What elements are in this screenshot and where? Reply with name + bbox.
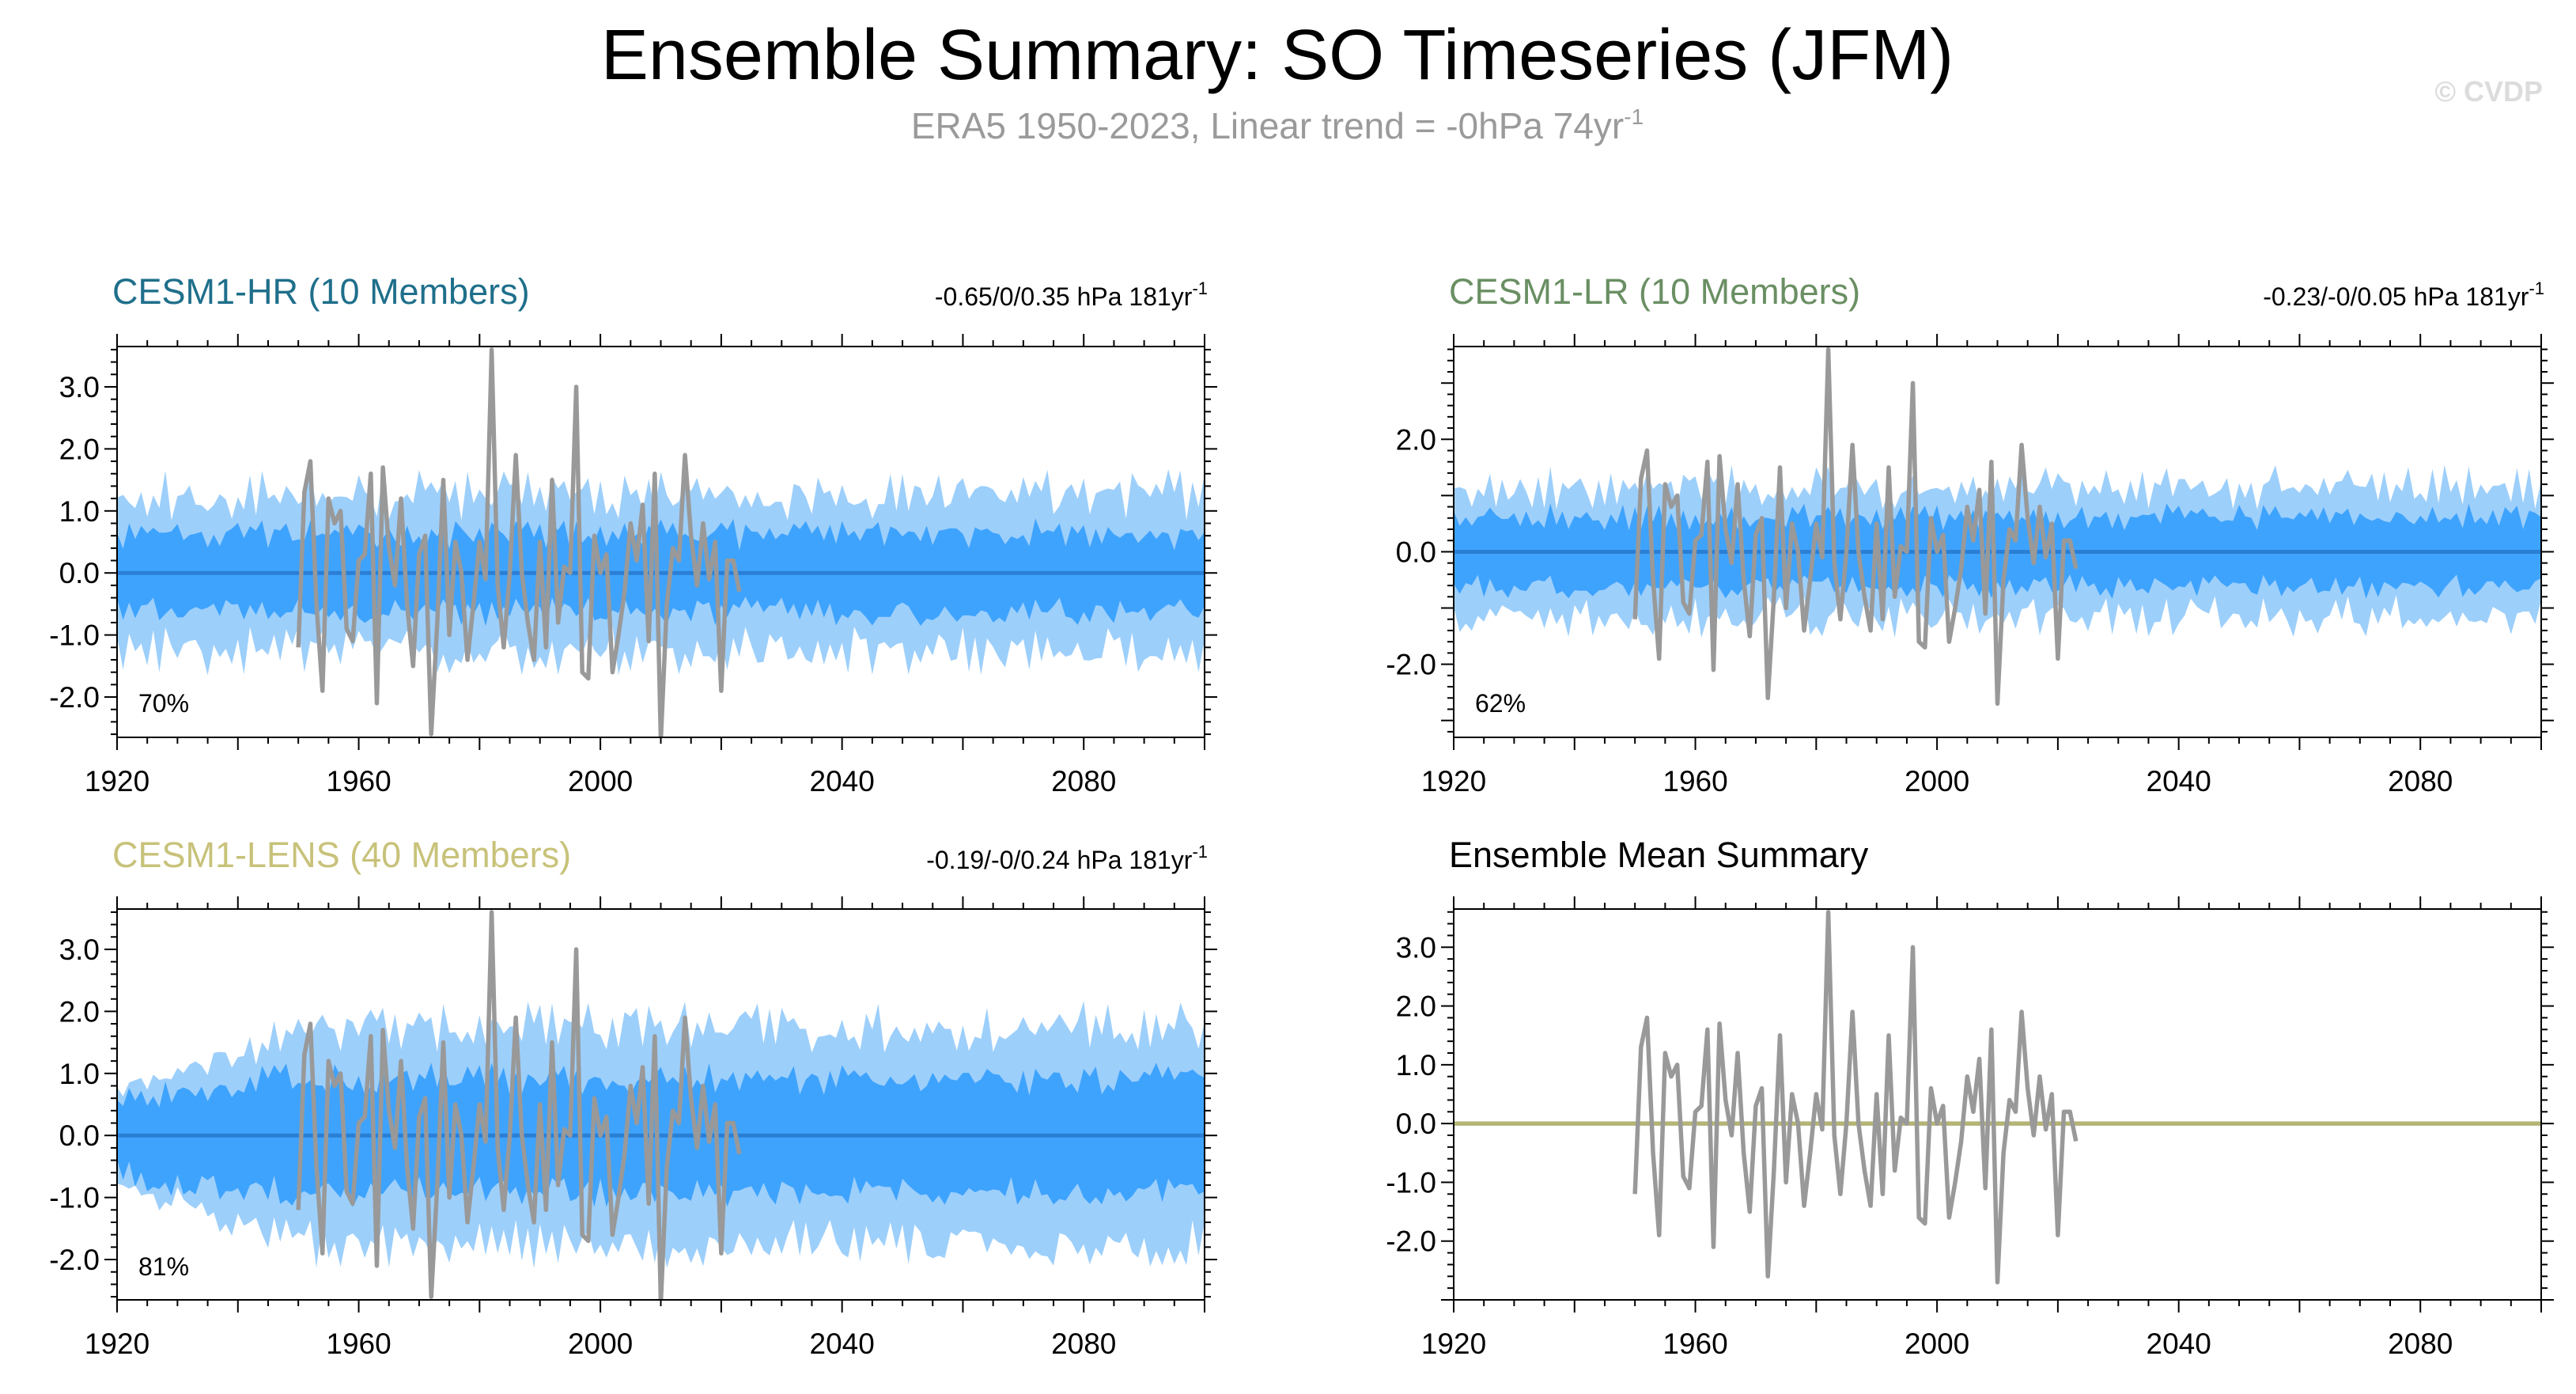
ensemble-mean-summary-title: Ensemble Mean Summary	[1449, 835, 1869, 875]
cesm1-lr-xtick-label: 2040	[2147, 765, 2211, 797]
cesm1-lr-title: CESM1-LR (10 Members)	[1449, 271, 1860, 312]
cesm1-lens-ytick-label: -1.0	[49, 1182, 100, 1214]
cesm1-hr-trend-main: -0.65/0/0.35 hPa 181yr	[935, 282, 1193, 311]
cesm1-hr-xtick-label: 1960	[326, 765, 391, 797]
cesm1-lens-xtick-label: 2040	[810, 1328, 875, 1360]
cesm1-hr-title: CESM1-HR (10 Members)	[112, 271, 530, 312]
figure-subtitle: ERA5 1950-2023, Linear trend = -0hPa 74y…	[911, 104, 1644, 146]
cesm1-lr-xtick-label: 2000	[1905, 765, 1969, 797]
ensemble-mean-summary-xtick-label: 2080	[2388, 1328, 2453, 1360]
cesm1-lens-ytick-label: -2.0	[49, 1244, 100, 1276]
cesm1-hr-xtick-label: 2000	[568, 765, 633, 797]
ensemble-mean-summary-plot-area	[1454, 909, 2541, 1285]
cesm1-lens-title: CESM1-LENS (40 Members)	[112, 835, 571, 875]
ensemble-mean-summary-ytick-label: 1.0	[1396, 1049, 1436, 1081]
cesm1-lr-observations-line	[1632, 347, 2079, 706]
cesm1-lr-trend-exponent: -1	[2529, 278, 2544, 298]
cesm1-hr-plot-area	[117, 347, 1205, 737]
cesm1-lens-percent-label: 81%	[138, 1252, 189, 1281]
ensemble-mean-summary-ytick-label: -2.0	[1386, 1225, 1436, 1258]
cesm1-hr-ytick-label: -2.0	[49, 681, 100, 714]
cesm1-lens-ytick-label: 2.0	[59, 995, 100, 1028]
cesm1-lens-ytick-label: 1.0	[59, 1058, 100, 1090]
cesm1-lens-ytick-label: 3.0	[59, 934, 100, 966]
ensemble-mean-summary-ytick-label: -1.0	[1386, 1166, 1436, 1199]
cesm1-lr-ytick-label: 0.0	[1396, 536, 1436, 568]
cesm1-hr-ytick-label: 1.0	[59, 495, 100, 528]
panel-cesm1-hr: CESM1-HR (10 Members) -0.65/0/0.35 hPa 18…	[49, 271, 1217, 797]
cesm1-hr-xtick-label: 2040	[810, 765, 875, 797]
ensemble-mean-summary-xtick-label: 2040	[2147, 1328, 2211, 1360]
cesm1-lr-xtick-label: 2080	[2388, 765, 2453, 797]
cesm1-hr-ytick-label: 2.0	[59, 433, 100, 465]
cesm1-lr-trend-main: -0.23/-0/0.05 hPa 181yr	[2263, 282, 2529, 311]
ensemble-mean-summary-ytick-label: 3.0	[1396, 931, 1436, 964]
cesm1-lens-trend-exponent: -1	[1192, 842, 1208, 862]
cesm1-hr-trend-label: -0.65/0/0.35 hPa 181yr-1	[935, 278, 1208, 311]
cesm1-lr-percent-label: 62%	[1475, 689, 1526, 718]
cesm1-lens-xtick-label: 1960	[326, 1328, 391, 1360]
cesm1-hr-ytick-label: 3.0	[59, 371, 100, 403]
cesm1-lr-ytick-label: 2.0	[1396, 423, 1436, 456]
watermark: © CVDP	[2434, 75, 2543, 108]
cesm1-hr-xtick-label: 2080	[1051, 765, 1116, 797]
ensemble-mean-summary-xtick-label: 2000	[1905, 1328, 1969, 1360]
cesm1-lens-xtick-label: 2000	[568, 1328, 633, 1360]
ensemble-mean-summary-xtick-label: 1920	[1421, 1328, 1486, 1360]
cesm1-lens-plot-area	[117, 910, 1205, 1300]
panel-cesm1-lr: CESM1-LR (10 Members) -0.23/-0/0.05 hPa 1…	[1386, 271, 2554, 797]
panel-ensemble-mean-summary: Ensemble Mean Summary 1920 1960 2000 2040 208…	[1386, 835, 2554, 1360]
cesm1-lr-trend-label: -0.23/-0/0.05 hPa 181yr-1	[2263, 278, 2544, 311]
cesm1-lr-ytick-label: -2.0	[1386, 649, 1436, 681]
cesm1-lens-trend-label: -0.19/-0/0.24 hPa 181yr-1	[926, 842, 1208, 874]
cesm1-lr-xtick-label: 1920	[1421, 765, 1486, 797]
cesm1-hr-observations-line	[296, 347, 742, 737]
cesm1-hr-xtick-label: 1920	[85, 765, 149, 797]
cesm1-lens-observations-line	[296, 910, 742, 1300]
ensemble-mean-summary-ytick-label: 0.0	[1396, 1108, 1436, 1140]
figure-subtitle-exponent: -1	[1624, 104, 1644, 129]
cesm1-lens-ytick-label: 0.0	[59, 1119, 100, 1152]
cesm1-lens-trend-main: -0.19/-0/0.24 hPa 181yr	[926, 846, 1193, 874]
cesm1-hr-ytick-label: -1.0	[49, 619, 100, 652]
cesm1-hr-trend-exponent: -1	[1192, 278, 1208, 298]
cesm1-lr-plot-area	[1454, 347, 2541, 706]
figure-title: Ensemble Summary: SO Timeseries (JFM)	[601, 16, 1954, 95]
cesm1-hr-percent-label: 70%	[138, 689, 189, 718]
ensemble-mean-summary-xtick-label: 1960	[1662, 1328, 1727, 1360]
cesm1-hr-ytick-label: 0.0	[59, 557, 100, 589]
panel-cesm1-lens: CESM1-LENS (40 Members) -0.19/-0/0.24 hPa…	[49, 835, 1217, 1360]
ensemble-mean-summary-observations-line	[1632, 909, 2079, 1285]
cesm1-lens-xtick-label: 2080	[1051, 1328, 1116, 1360]
cesm1-lens-xtick-label: 1920	[85, 1328, 149, 1360]
cesm1-lr-xtick-label: 1960	[1662, 765, 1727, 797]
ensemble-mean-summary-ytick-label: 2.0	[1396, 991, 1436, 1023]
figure-subtitle-main: ERA5 1950-2023, Linear trend = -0hPa 74y…	[911, 105, 1624, 146]
